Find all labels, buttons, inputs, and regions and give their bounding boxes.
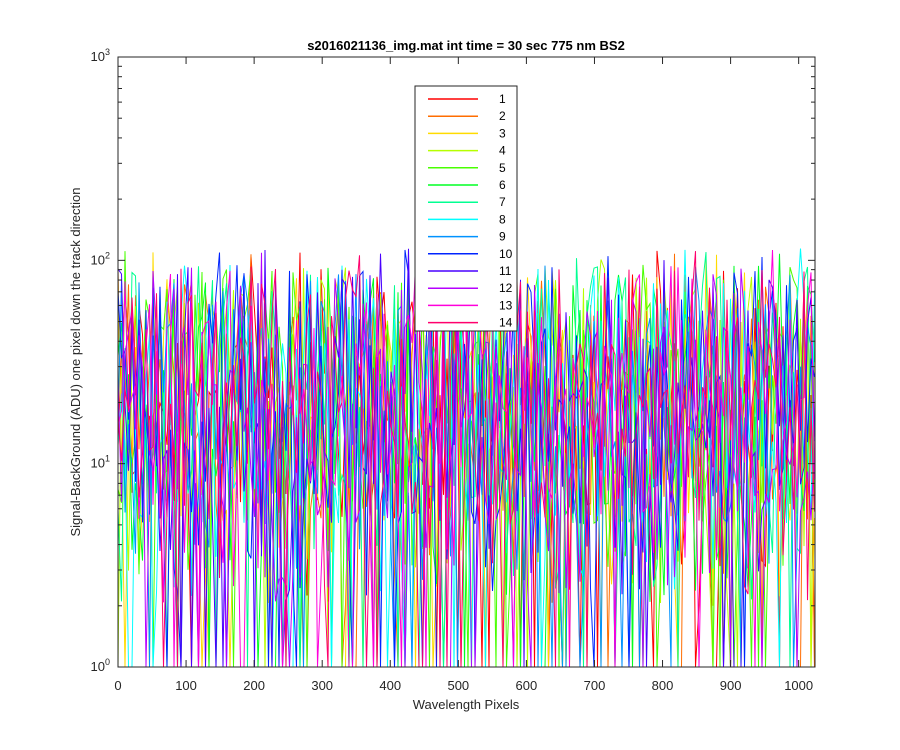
legend-item-3: 3 bbox=[428, 126, 506, 140]
legend-item-2: 2 bbox=[428, 109, 506, 123]
legend-item-9: 9 bbox=[428, 230, 506, 244]
legend-item-7: 7 bbox=[428, 195, 506, 209]
legend-item-4: 4 bbox=[428, 144, 506, 158]
legend-item-11: 11 bbox=[428, 264, 512, 278]
legend-item-14: 14 bbox=[428, 316, 513, 330]
x-axis-label: Wavelength Pixels bbox=[413, 697, 520, 712]
x-tick-label: 400 bbox=[379, 678, 401, 693]
legend-item-5: 5 bbox=[428, 161, 506, 175]
x-tick-label: 0 bbox=[114, 678, 121, 693]
y-tick-base: 10 bbox=[91, 252, 105, 267]
legend-label: 1 bbox=[499, 92, 506, 106]
y-tick-label: 100 bbox=[91, 657, 110, 674]
legend-label: 10 bbox=[499, 247, 513, 261]
y-tick-base: 10 bbox=[91, 456, 105, 471]
legend-label: 9 bbox=[499, 230, 506, 244]
legend-label: 11 bbox=[499, 264, 512, 278]
series-line-8 bbox=[118, 248, 815, 667]
x-tick-labels: 0 100 200 300 400 500 600 700 800 900 1000 bbox=[114, 678, 813, 693]
y-axis-label: Signal-BackGround (ADU) one pixel down t… bbox=[68, 187, 83, 536]
y-tick-exponent: 2 bbox=[105, 250, 110, 260]
y-tick-label: 102 bbox=[91, 250, 110, 267]
legend-item-10: 10 bbox=[428, 247, 513, 261]
legend-item-6: 6 bbox=[428, 178, 506, 192]
x-tick-label: 100 bbox=[175, 678, 197, 693]
legend-item-13: 13 bbox=[428, 298, 513, 312]
legend-label: 14 bbox=[499, 316, 513, 330]
legend-label: 2 bbox=[499, 109, 506, 123]
x-tick-label: 800 bbox=[652, 678, 674, 693]
x-tick-label: 1000 bbox=[784, 678, 813, 693]
x-tick-label: 200 bbox=[243, 678, 265, 693]
y-tick-exponent: 0 bbox=[105, 657, 110, 667]
legend-label: 8 bbox=[499, 212, 506, 226]
legend-item-8: 8 bbox=[428, 212, 506, 226]
legend-label: 6 bbox=[499, 178, 506, 192]
y-tick-base: 10 bbox=[91, 49, 105, 64]
legend-item-1: 1 bbox=[428, 92, 506, 106]
x-tick-label: 900 bbox=[720, 678, 742, 693]
legend-label: 7 bbox=[499, 195, 506, 209]
chart-title: s2016021136_img.mat int time = 30 sec 77… bbox=[307, 38, 625, 53]
x-tick-label: 300 bbox=[311, 678, 333, 693]
series-line-6 bbox=[118, 253, 815, 667]
axes-box bbox=[117, 56, 816, 668]
legend-label: 3 bbox=[499, 126, 506, 140]
x-tick-label: 500 bbox=[447, 678, 469, 693]
legend-box bbox=[414, 85, 518, 332]
series-line-14 bbox=[118, 251, 815, 667]
legend-label: 4 bbox=[499, 144, 506, 158]
legend-label: 12 bbox=[499, 281, 513, 295]
y-tick-exponent: 3 bbox=[105, 47, 110, 57]
ticks-layer bbox=[117, 56, 815, 668]
y-tick-label: 101 bbox=[91, 454, 110, 471]
legend-item-12: 12 bbox=[428, 281, 513, 295]
legend-label: 13 bbox=[499, 298, 513, 312]
x-tick-label: 700 bbox=[584, 678, 606, 693]
legend-label: 5 bbox=[499, 161, 506, 175]
x-tick-label: 600 bbox=[516, 678, 538, 693]
y-tick-base: 10 bbox=[91, 659, 105, 674]
y-tick-exponent: 1 bbox=[105, 454, 110, 464]
y-tick-label: 103 bbox=[91, 47, 110, 64]
